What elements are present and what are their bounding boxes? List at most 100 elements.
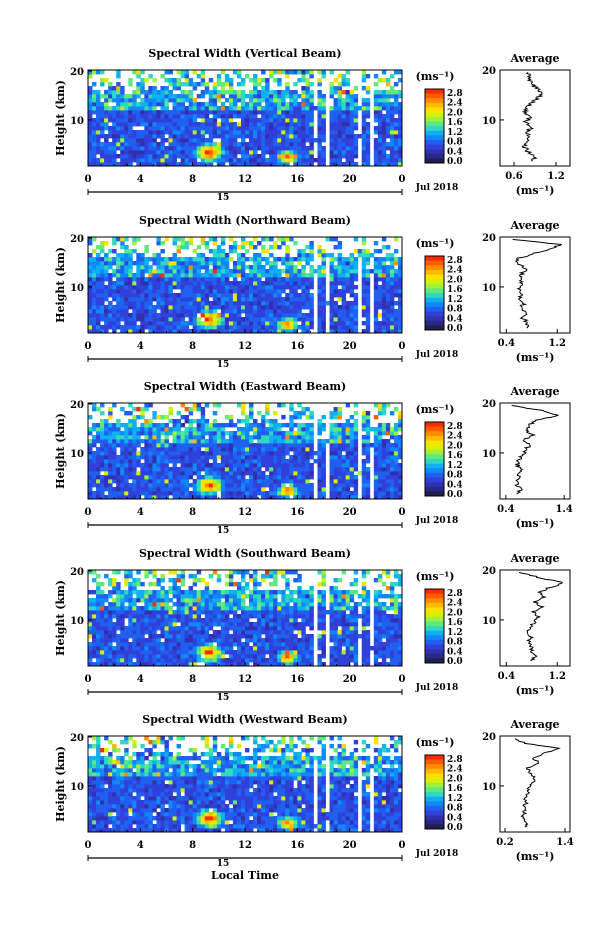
heatmap-cell	[365, 471, 371, 476]
heatmap-cell	[216, 439, 222, 444]
heatmap-cell	[257, 301, 262, 306]
heatmap-cell	[261, 158, 266, 163]
heatmap-cell	[136, 431, 141, 436]
heatmap-cell	[120, 431, 125, 436]
colorbar-segment	[425, 139, 444, 145]
heatmap-cell	[261, 431, 266, 436]
heatmap-cell	[168, 138, 173, 143]
heatmap-cell	[212, 467, 218, 472]
heatmap-cell	[108, 658, 113, 663]
heatmap-cell	[196, 106, 202, 111]
heatmap-cell	[184, 293, 190, 298]
heatmap-cell	[341, 289, 347, 294]
heatmap-cell	[297, 281, 302, 286]
heatmap-cell	[232, 134, 238, 139]
heatmap-cell	[116, 614, 121, 619]
heatmap-cell	[152, 130, 157, 135]
heatmap-cell	[164, 321, 169, 326]
heatmap-cell	[96, 289, 101, 294]
heatmap-cell	[172, 471, 177, 476]
heatmap-cell	[341, 423, 347, 428]
heatmap-cell	[168, 281, 173, 286]
heatmap-cell	[333, 487, 338, 492]
heatmap-cell	[305, 82, 310, 87]
heatmap-cell	[397, 150, 403, 155]
heatmap-cell	[192, 285, 198, 290]
heatmap-cell	[168, 321, 173, 326]
heatmap-cell	[124, 325, 129, 330]
heatmap-cell	[381, 443, 387, 448]
heatmap-cell	[257, 447, 262, 452]
heatmap-cell	[317, 110, 322, 115]
heatmap-cell	[116, 90, 121, 95]
heatmap-cell	[236, 439, 242, 444]
heatmap-cell	[116, 114, 121, 119]
heatmap-cell	[240, 154, 246, 159]
heatmap-cell	[224, 134, 230, 139]
heatmap-cell	[112, 423, 117, 428]
heatmap-cell	[128, 483, 133, 488]
heatmap-cell	[184, 114, 190, 119]
heatmap-cell	[305, 443, 310, 448]
heatmap-cell	[112, 451, 117, 456]
heatmap-cell	[104, 317, 109, 322]
heatmap-cell	[228, 102, 234, 107]
heatmap-cell	[204, 118, 210, 123]
heatmap-cell	[393, 293, 399, 298]
heatmap-cell	[136, 134, 141, 139]
heatmap-cell	[120, 253, 125, 258]
heatmap-cell	[305, 253, 310, 258]
heatmap-cell	[333, 154, 338, 159]
heatmap-cell	[196, 130, 202, 135]
heatmap-cell	[341, 455, 347, 460]
heatmap-cell	[321, 114, 326, 119]
heatmap-cell	[265, 297, 270, 302]
heatmap-cell	[112, 630, 117, 635]
heatmap-cell	[305, 415, 310, 420]
heatmap-cell	[349, 293, 355, 298]
heatmap-cell	[228, 305, 234, 310]
heatmap-cell	[397, 435, 403, 440]
heatmap-cell	[116, 642, 121, 647]
heatmap-cell	[212, 419, 218, 424]
heatmap-cell	[273, 98, 278, 103]
heatmap-cell	[108, 313, 113, 318]
heatmap-cell	[245, 158, 250, 163]
heatmap-cell	[124, 427, 129, 432]
heatmap-cell	[176, 146, 181, 151]
y-tick-label: 20	[70, 400, 84, 411]
heatmap-cell	[156, 487, 161, 492]
heatmap-cell	[160, 475, 165, 480]
heatmap-cell	[112, 257, 117, 262]
heatmap-cell	[132, 273, 137, 278]
heatmap-cell	[124, 646, 129, 651]
heatmap-cell	[297, 443, 302, 448]
heatmap-cell	[293, 158, 298, 163]
heatmap-cell	[397, 285, 403, 290]
heatmap-cell	[144, 158, 149, 163]
heatmap-cell	[200, 257, 206, 262]
heatmap-cell	[305, 463, 310, 468]
heatmap-cell	[128, 110, 133, 115]
heatmap-cell	[156, 162, 161, 167]
heatmap-cell	[245, 459, 250, 464]
heatmap-cell	[301, 495, 306, 500]
heatmap-cell	[333, 309, 338, 314]
heatmap-cell	[132, 138, 137, 143]
heatmap-cell	[345, 98, 351, 103]
heatmap-cell	[232, 281, 238, 286]
heatmap-cell	[208, 329, 214, 334]
heatmap-cell	[116, 658, 121, 663]
heatmap-cell	[249, 471, 254, 476]
heatmap-cell	[333, 273, 338, 278]
heatmap-cell	[393, 321, 399, 326]
heatmap-cell	[381, 261, 387, 266]
heatmap-cell	[397, 122, 403, 127]
colorbar-segment	[425, 116, 444, 122]
heatmap-cell	[108, 309, 113, 314]
heatmap-cell	[148, 439, 153, 444]
heatmap-cell	[245, 106, 250, 111]
heatmap-cell	[164, 106, 169, 111]
heatmap-cell	[317, 269, 322, 274]
heatmap-cell	[261, 293, 266, 298]
